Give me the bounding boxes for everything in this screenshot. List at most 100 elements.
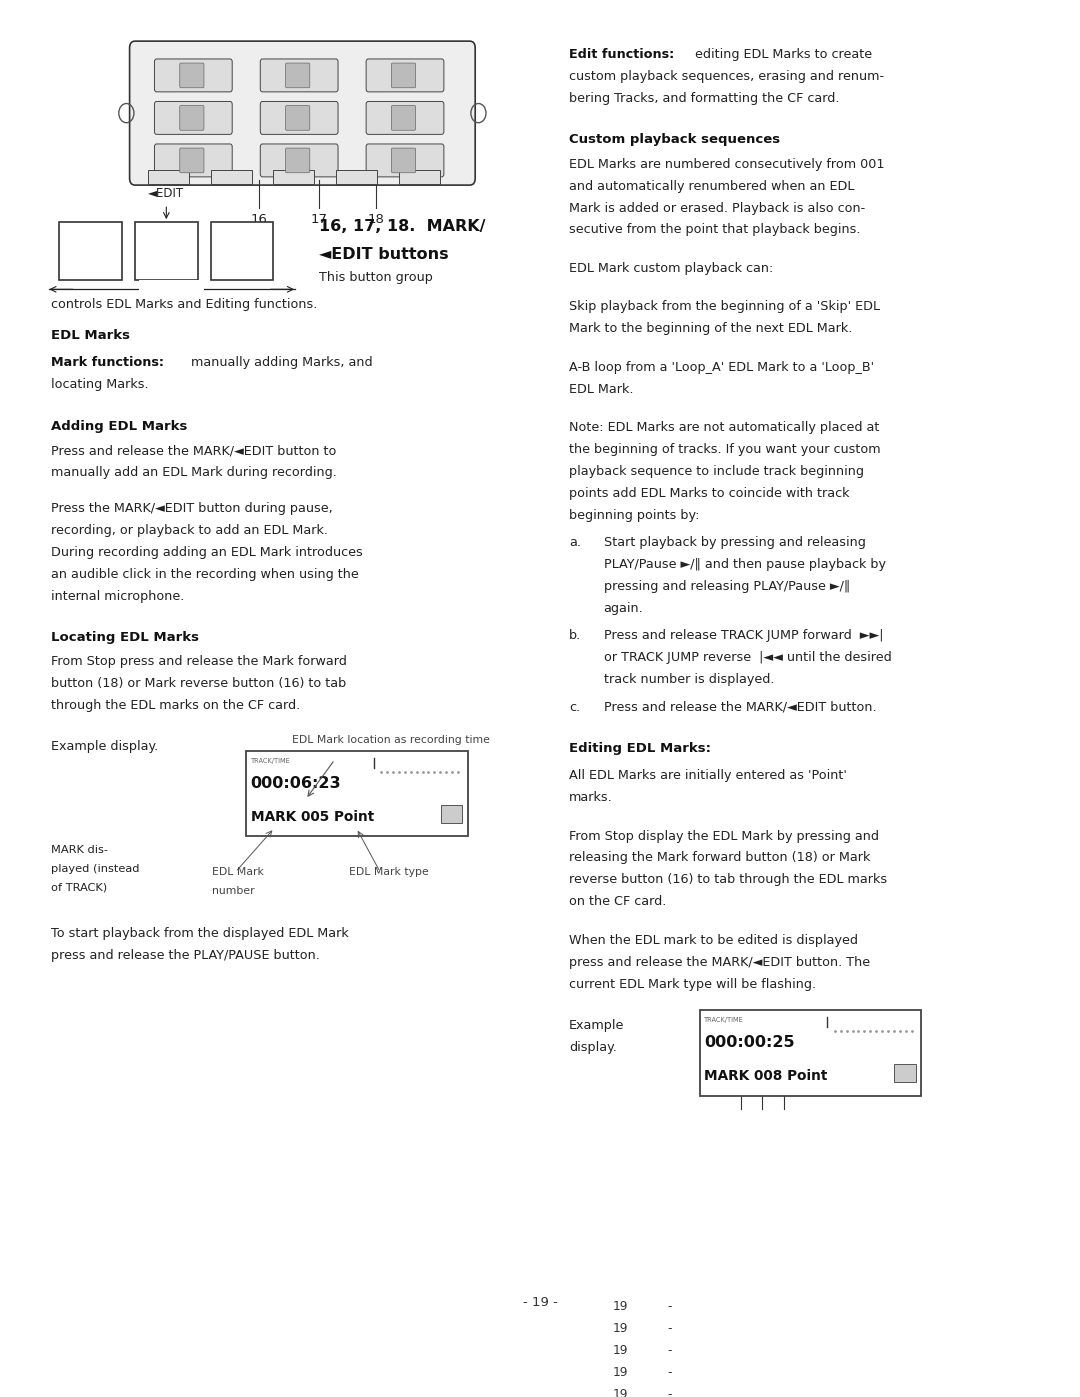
Text: 000:00:25: 000:00:25	[704, 1035, 795, 1051]
Text: From Stop display the EDL Mark by pressing and: From Stop display the EDL Mark by pressi…	[569, 830, 879, 842]
FancyBboxPatch shape	[154, 59, 232, 92]
Text: EDL Marks are numbered consecutively from 001: EDL Marks are numbered consecutively fro…	[569, 158, 885, 170]
Text: reverse button (16) to tab through the EDL marks: reverse button (16) to tab through the E…	[569, 873, 888, 886]
FancyBboxPatch shape	[391, 106, 416, 130]
Text: Locating EDL Marks: Locating EDL Marks	[51, 630, 199, 644]
Text: or TRACK JUMP reverse  |◄◄ until the desired: or TRACK JUMP reverse |◄◄ until the desi…	[604, 651, 891, 664]
Text: manually adding Marks, and: manually adding Marks, and	[187, 356, 373, 369]
FancyBboxPatch shape	[179, 63, 204, 88]
Text: Start playback by pressing and releasing: Start playback by pressing and releasing	[604, 536, 865, 549]
Text: current EDL Mark type will be flashing.: current EDL Mark type will be flashing.	[569, 978, 816, 990]
Text: 19: 19	[612, 1322, 627, 1334]
Text: During recording adding an EDL Mark introduces: During recording adding an EDL Mark intr…	[51, 546, 363, 559]
FancyBboxPatch shape	[391, 148, 416, 173]
Bar	[139, 279, 204, 299]
Text: track number is displayed.: track number is displayed.	[604, 673, 774, 686]
Text: again.: again.	[604, 602, 644, 615]
Bar	[148, 170, 189, 184]
Text: b.: b.	[569, 629, 581, 643]
Text: and automatically renumbered when an EDL: and automatically renumbered when an EDL	[569, 180, 854, 193]
Bar	[59, 222, 122, 279]
Bar	[273, 170, 314, 184]
Text: points add EDL Marks to coincide with track: points add EDL Marks to coincide with tr…	[569, 486, 850, 500]
FancyBboxPatch shape	[130, 41, 475, 184]
Text: c.: c.	[569, 701, 580, 714]
Text: manually add an EDL Mark during recording.: manually add an EDL Mark during recordin…	[51, 467, 337, 479]
Text: 17: 17	[310, 212, 327, 225]
Text: -: -	[667, 1322, 672, 1334]
Text: the beginning of tracks. If you want your custom: the beginning of tracks. If you want you…	[569, 443, 881, 455]
Text: All EDL Marks are initially entered as 'Point': All EDL Marks are initially entered as '…	[569, 770, 847, 782]
Text: secutive from the point that playback begins.: secutive from the point that playback be…	[569, 224, 861, 236]
FancyBboxPatch shape	[260, 144, 338, 177]
Text: MARK: MARK	[154, 282, 189, 296]
Text: Note: EDL Marks are not automatically placed at: Note: EDL Marks are not automatically pl…	[569, 420, 879, 434]
FancyBboxPatch shape	[179, 148, 204, 173]
Text: from the beginning of the track.: from the beginning of the track.	[292, 759, 467, 768]
Text: EDL Mark location as recording time: EDL Mark location as recording time	[292, 735, 489, 745]
Text: a.: a.	[569, 536, 581, 549]
Text: editing EDL Marks to create: editing EDL Marks to create	[691, 47, 873, 61]
Text: EDL Mark.: EDL Mark.	[569, 383, 634, 395]
Text: MARK 005 Point: MARK 005 Point	[251, 810, 374, 824]
Text: Press and release TRACK JUMP forward  ►►|: Press and release TRACK JUMP forward ►►|	[604, 629, 883, 643]
Text: TRACK/TIME: TRACK/TIME	[251, 759, 291, 764]
Text: 000:06:23: 000:06:23	[251, 777, 341, 791]
FancyBboxPatch shape	[154, 102, 232, 134]
Text: EDL Mark: EDL Mark	[212, 866, 264, 876]
Text: pressing and releasing PLAY/Pause ►/‖: pressing and releasing PLAY/Pause ►/‖	[604, 580, 850, 592]
Text: A-B loop from a 'Loop_A' EDL Mark to a 'Loop_B': A-B loop from a 'Loop_A' EDL Mark to a '…	[569, 360, 875, 373]
FancyBboxPatch shape	[285, 148, 310, 173]
Bar	[700, 1010, 921, 1095]
Text: releasing the Mark forward button (18) or Mark: releasing the Mark forward button (18) o…	[569, 851, 870, 865]
Text: Press the MARK/◄EDIT button during pause,: Press the MARK/◄EDIT button during pause…	[51, 502, 333, 515]
Text: button (18) or Mark reverse button (16) to tab: button (18) or Mark reverse button (16) …	[51, 678, 346, 690]
Text: number: number	[212, 886, 254, 895]
Text: 16: 16	[251, 212, 268, 225]
Bar	[441, 805, 462, 823]
FancyBboxPatch shape	[260, 59, 338, 92]
FancyBboxPatch shape	[285, 63, 310, 88]
Text: 19: 19	[612, 1366, 627, 1379]
Text: -: -	[667, 1387, 672, 1397]
Text: Mark functions:: Mark functions:	[51, 356, 164, 369]
Text: press and release the MARK/◄EDIT button. The: press and release the MARK/◄EDIT button.…	[569, 956, 870, 968]
Text: ◄EDIT buttons: ◄EDIT buttons	[319, 247, 448, 261]
Text: locating Marks.: locating Marks.	[51, 379, 148, 391]
Text: Example display.: Example display.	[51, 740, 158, 753]
Text: When the EDL mark to be edited is displayed: When the EDL mark to be edited is displa…	[569, 933, 859, 947]
Text: 18: 18	[367, 212, 384, 225]
Text: Adding EDL Marks: Adding EDL Marks	[51, 419, 187, 433]
Text: bering Tracks, and formatting the CF card.: bering Tracks, and formatting the CF car…	[569, 92, 839, 105]
Text: Editing EDL Marks:: Editing EDL Marks:	[569, 742, 711, 754]
FancyBboxPatch shape	[391, 63, 416, 88]
Text: playback sequence to include track beginning: playback sequence to include track begin…	[569, 465, 864, 478]
FancyBboxPatch shape	[366, 59, 444, 92]
Text: of TRACK): of TRACK)	[51, 883, 107, 893]
Text: Mark to the beginning of the next EDL Mark.: Mark to the beginning of the next EDL Ma…	[569, 323, 852, 335]
Bar	[211, 170, 252, 184]
Text: This button group: This button group	[319, 271, 432, 285]
Text: Example: Example	[569, 1018, 624, 1032]
Text: EDL Marks: EDL Marks	[51, 330, 130, 342]
Bar	[399, 170, 440, 184]
Text: 16, 17, 18.  MARK/: 16, 17, 18. MARK/	[319, 219, 485, 235]
Text: custom playback sequences, erasing and renum-: custom playback sequences, erasing and r…	[569, 70, 885, 82]
Text: - 19 -: - 19 -	[523, 1295, 557, 1309]
Text: PLAY/Pause ►/‖ and then pause playback by: PLAY/Pause ►/‖ and then pause playback b…	[604, 557, 886, 571]
FancyBboxPatch shape	[366, 102, 444, 134]
Text: MARK dis-: MARK dis-	[51, 845, 108, 855]
Text: Skip playback from the beginning of a 'Skip' EDL: Skip playback from the beginning of a 'S…	[569, 300, 880, 313]
Text: -: -	[667, 1299, 672, 1313]
Text: recording, or playback to add an EDL Mark.: recording, or playback to add an EDL Mar…	[51, 524, 327, 536]
Text: EDL Mark type: EDL Mark type	[349, 866, 429, 876]
Text: internal microphone.: internal microphone.	[51, 590, 184, 602]
Text: MARK 008 Point: MARK 008 Point	[704, 1070, 827, 1084]
Text: display.: display.	[569, 1041, 617, 1053]
Text: played (instead: played (instead	[51, 863, 139, 873]
FancyBboxPatch shape	[154, 144, 232, 177]
Text: From Stop press and release the Mark forward: From Stop press and release the Mark for…	[51, 655, 347, 668]
Bar	[336, 170, 377, 184]
Text: Mark is added or erased. Playback is also con-: Mark is added or erased. Playback is als…	[569, 201, 865, 215]
Text: MARK: MARK	[154, 282, 189, 296]
